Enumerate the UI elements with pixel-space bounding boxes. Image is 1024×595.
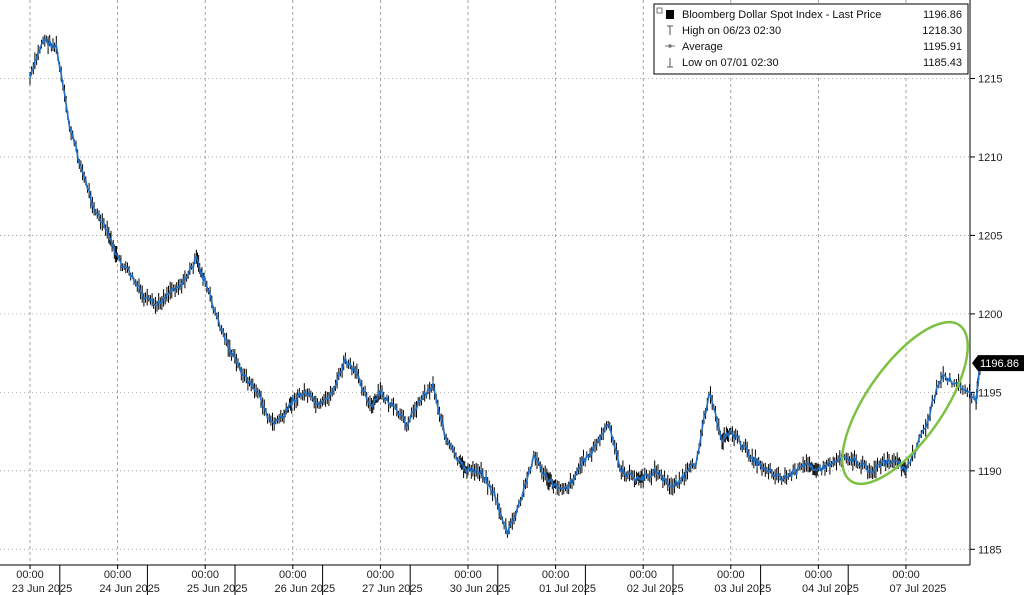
x-tick-time: 00:00 <box>805 569 833 581</box>
y-tick-label: 1185 <box>978 544 1002 556</box>
legend-value: 1195.91 <box>923 41 962 53</box>
x-tick-time: 00:00 <box>104 569 132 581</box>
price-line <box>29 37 982 535</box>
legend-collapse-icon <box>656 7 663 14</box>
legend-label: Low on 07/01 02:30 <box>682 57 779 69</box>
average-marker-icon <box>665 44 675 48</box>
last-price-label: 1196.86 <box>980 358 1019 370</box>
legend-value: 1196.86 <box>923 9 962 21</box>
x-tick-date: 24 Jun 2025 <box>99 583 160 595</box>
x-tick-date: 01 Jul 2025 <box>539 583 596 595</box>
legend-label: Average <box>682 41 723 53</box>
y-axis: 1185 1190 1195 1200 1205 1210 1215 <box>969 0 1002 565</box>
legend-box <box>653 3 969 75</box>
low-marker-icon <box>667 58 673 68</box>
y-tick-label: 1215 <box>978 73 1002 85</box>
last-price-box <box>972 355 1024 372</box>
x-tick-time: 00:00 <box>279 569 307 581</box>
last-price-tag: 1196.86 <box>972 355 1024 372</box>
legend-value: 1218.30 <box>922 25 962 37</box>
legend-label: Bloomberg Dollar Spot Index - Last Price <box>682 9 881 21</box>
x-tick-time: 00:00 <box>191 569 219 581</box>
x-tick-date: 02 Jul 2025 <box>627 583 684 595</box>
average-marker-dot <box>668 44 672 48</box>
x-tick-date: 26 Jun 2025 <box>275 583 336 595</box>
x-tick-date: 27 Jun 2025 <box>362 583 423 595</box>
x-tick-time: 00:00 <box>454 569 482 581</box>
x-tick-time: 00:00 <box>629 569 657 581</box>
x-tick-date: 07 Jul 2025 <box>890 583 947 595</box>
y-tick-label: 1195 <box>978 387 1002 399</box>
legend-line-icon <box>666 10 674 19</box>
x-tick-date: 30 Jun 2025 <box>450 583 511 595</box>
x-tick-date: 04 Jul 2025 <box>802 583 859 595</box>
x-tick-time: 00:00 <box>542 569 570 581</box>
highlight-ellipse <box>840 320 970 486</box>
y-tick-label: 1210 <box>978 152 1002 164</box>
highlight-layer <box>840 320 970 486</box>
legend-label: High on 06/23 02:30 <box>682 25 781 37</box>
x-tick-time: 00:00 <box>717 569 745 581</box>
x-tick-date: 25 Jun 2025 <box>187 583 248 595</box>
x-axis: 00:00 23 Jun 2025 00:00 24 Jun 2025 00:00 25 … <box>0 564 970 595</box>
legend: Bloomberg Dollar Spot Index - Last Price… <box>653 3 969 75</box>
x-tick-time: 00:00 <box>16 569 44 581</box>
series-layer <box>29 34 982 538</box>
x-tick-date: 03 Jul 2025 <box>714 583 771 595</box>
x-tick-date: 23 Jun 2025 <box>12 583 73 595</box>
y-tick-label: 1200 <box>978 309 1002 321</box>
x-tick-time: 00:00 <box>367 569 395 581</box>
y-tick-label: 1190 <box>978 466 1002 478</box>
legend-value: 1185.43 <box>923 57 962 69</box>
high-marker-icon <box>667 25 673 35</box>
y-tick-label: 1205 <box>978 230 1002 242</box>
x-tick-time: 00:00 <box>892 569 920 581</box>
